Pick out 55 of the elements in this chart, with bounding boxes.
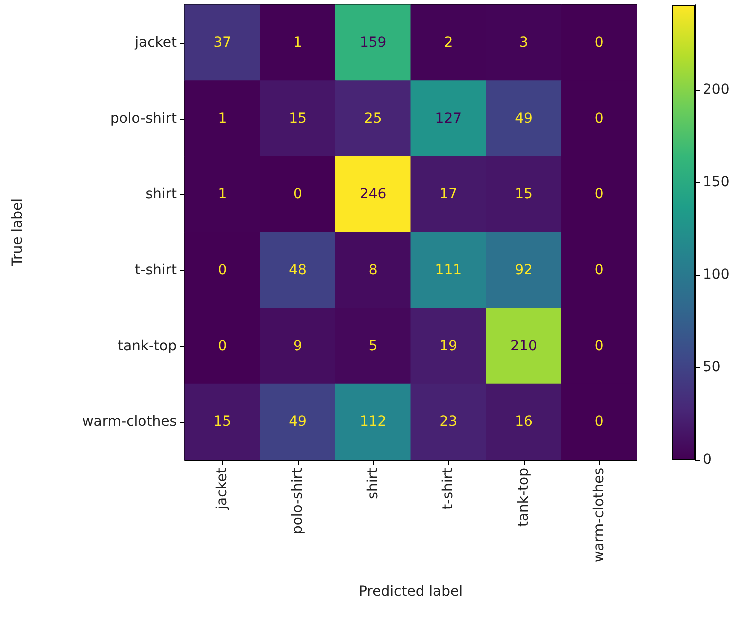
data-label: 15 [289, 110, 307, 127]
data-label: 246 [360, 186, 387, 203]
y-axis-title: True label [10, 198, 26, 268]
data-label: 15 [515, 186, 533, 203]
data-label: 92 [515, 262, 533, 278]
y-tick-label: jacket [134, 34, 178, 51]
data-label: 0 [594, 338, 604, 354]
data-label: 1 [218, 110, 228, 127]
y-tick-label: t-shirt [135, 262, 178, 278]
data-label: 1 [294, 34, 302, 51]
x-axis-title: Predicted label [358, 584, 464, 600]
data-label: 0 [594, 262, 604, 278]
data-label: 0 [218, 338, 228, 354]
color-bar-label: 50 [703, 360, 721, 376]
data-label: 2 [444, 34, 454, 51]
data-label: 0 [218, 262, 228, 278]
color-bar-label: 150 [703, 174, 730, 191]
y-tick-label: polo-shirt [110, 110, 178, 127]
data-label: 23 [440, 414, 458, 430]
data-label: 0 [594, 110, 604, 127]
data-label: 37 [214, 34, 232, 51]
y-tick-label: warm-clothes [82, 414, 177, 430]
data-label: 210 [510, 338, 538, 354]
x-tick-label: jacket [214, 468, 231, 511]
data-label: 3 [520, 34, 528, 51]
data-label: 127 [435, 110, 462, 127]
data-label: 16 [515, 414, 533, 430]
x-tick-label: tank-top [516, 468, 532, 528]
data-label: 159 [360, 34, 387, 51]
data-label: 0 [594, 414, 604, 430]
data-label: 1 [218, 186, 228, 203]
data-label: 0 [294, 186, 302, 203]
data-label: 48 [289, 262, 307, 278]
data-label: 0 [594, 186, 604, 203]
data-label: 25 [364, 110, 382, 127]
data-label: 8 [368, 262, 378, 278]
color-bar-label: 200 [703, 82, 730, 98]
x-tick-label: polo-shirt [290, 468, 306, 535]
y-tick-label: shirt [146, 186, 178, 203]
data-label: 112 [360, 414, 387, 430]
data-label: 19 [440, 338, 458, 354]
y-tick-label: tank-top [118, 338, 178, 354]
x-tick-label: shirt [365, 468, 382, 500]
data-label: 49 [289, 414, 307, 430]
data-label: 5 [368, 338, 378, 354]
data-label: 17 [440, 186, 458, 203]
color-bar-label: 100 [703, 267, 730, 284]
x-tick-label: t-shirt [440, 467, 457, 510]
x-tick-label: warm-clothes [591, 468, 608, 563]
data-label: 9 [294, 338, 302, 354]
data-label: 49 [515, 110, 533, 127]
data-label: 0 [594, 34, 604, 51]
color-bar-label: 0 [703, 452, 712, 468]
data-label: 111 [435, 262, 462, 278]
data-label: 15 [214, 414, 232, 430]
